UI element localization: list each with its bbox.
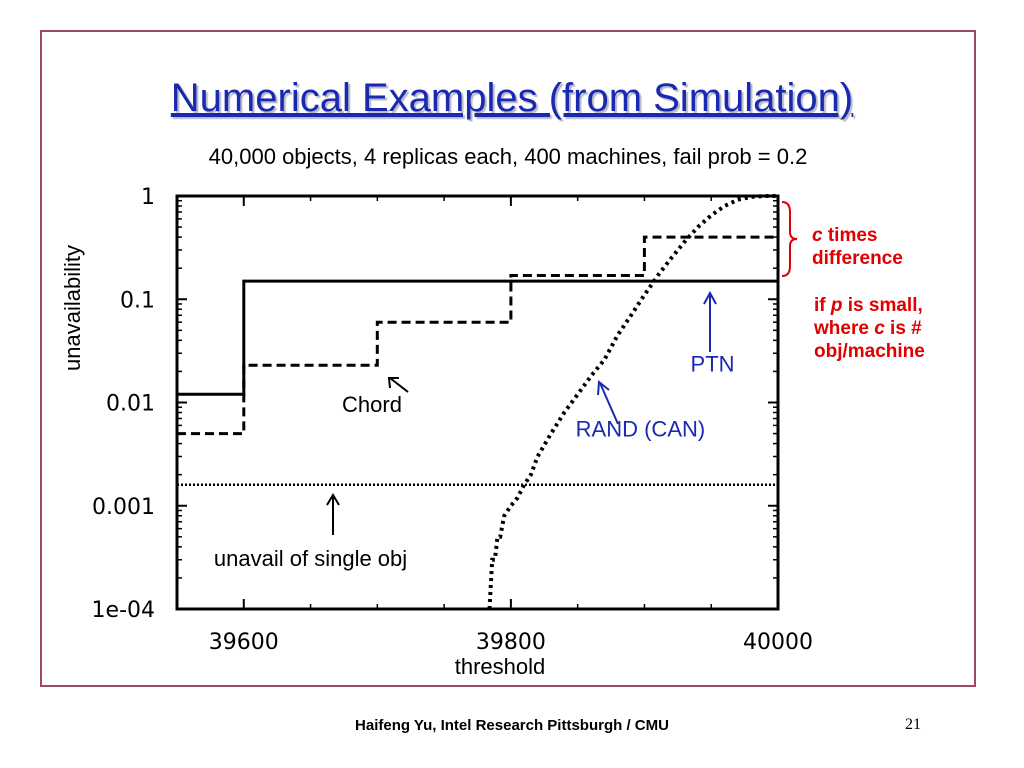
- x-tick-label: 39600: [209, 630, 279, 655]
- ptn-arrow: [703, 290, 717, 352]
- y-tick-label: 1e-04: [92, 598, 155, 623]
- x-tick-label: 39800: [476, 630, 546, 655]
- annotation-rand-can: RAND (CAN): [576, 416, 706, 441]
- difference-brace: [781, 201, 798, 277]
- annotation-chord: Chord: [342, 392, 402, 417]
- y-tick-label: 0.001: [92, 495, 155, 520]
- annotations: Chord unavail of single obj PTN RAND (CAN): [214, 351, 735, 571]
- note-c-var2: c: [874, 318, 885, 339]
- y-tick-label: 0.1: [120, 288, 155, 313]
- y-tick-label: 0.01: [106, 392, 155, 417]
- note-c-times-text: times difference: [812, 225, 903, 269]
- note-end-text: is # obj/machine: [814, 318, 925, 362]
- chord-arrow: [387, 377, 409, 393]
- note-mid-text: is small, where: [814, 295, 923, 339]
- rand-arrow: [597, 380, 619, 425]
- note-p-var: p: [830, 295, 843, 316]
- axis-ticks: 1 0.1 0.01 0.001 1e-04 39600 39800 40000: [92, 185, 813, 655]
- x-tick-label: 40000: [743, 630, 813, 655]
- note-if-text: if: [814, 295, 831, 316]
- series-chord: [177, 235, 778, 436]
- footer-credit: Haifeng Yu, Intel Research Pittsburgh / …: [355, 717, 669, 734]
- y-axis-label: unavailability: [60, 245, 85, 371]
- series-ptn: [177, 279, 778, 396]
- slide-title: Numerical Examples (from Simulation): [170, 76, 854, 120]
- slide-subtitle: 40,000 objects, 4 replicas each, 400 mac…: [208, 144, 808, 169]
- single-obj-arrow: [326, 493, 340, 535]
- annotation-unavail-of-single-obj: unavail of single obj: [214, 546, 407, 571]
- series-group: [177, 194, 778, 610]
- series-rand-can: [487, 194, 778, 610]
- slide-frame: [40, 30, 976, 687]
- y-tick-label: 1: [141, 185, 155, 210]
- annotation-ptn: PTN: [691, 351, 735, 376]
- note-c-times: c times difference: [812, 224, 952, 270]
- x-axis-label: threshold: [455, 654, 546, 679]
- page-number: 21: [905, 716, 921, 733]
- note-if-p-small: if p is small, where c is # obj/machine: [814, 294, 974, 363]
- note-c-var: c: [812, 225, 823, 246]
